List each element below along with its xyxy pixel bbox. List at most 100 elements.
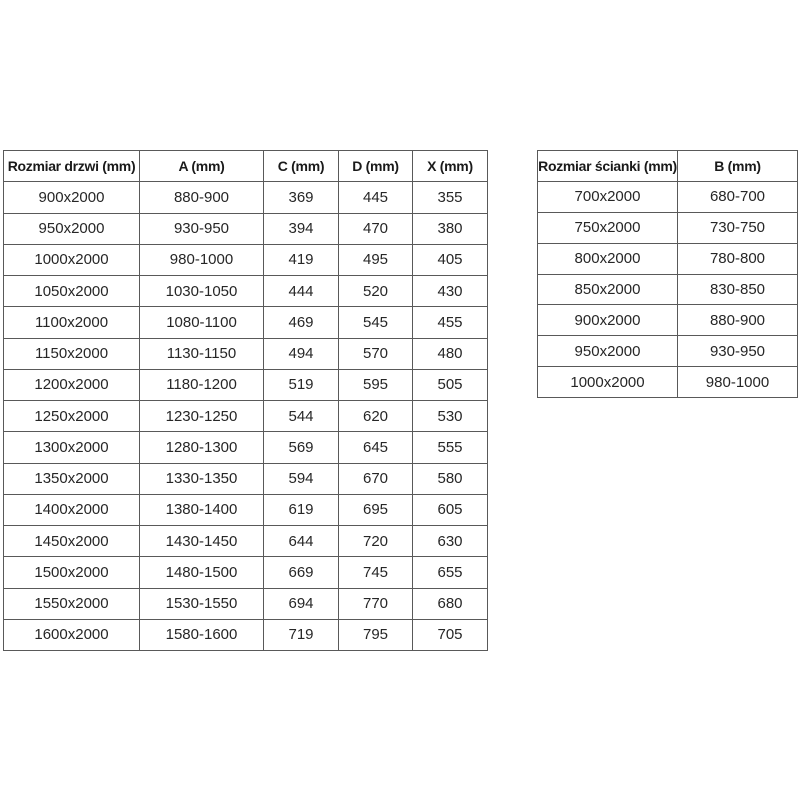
table-row: 800x2000 780-800 xyxy=(537,242,798,275)
table-row: 900x2000 880-900 xyxy=(537,304,798,337)
table-cell: 1400x2000 xyxy=(3,493,140,527)
column-header: Rozmiar ścianki (mm) xyxy=(537,150,678,182)
table-cell: 1580-1600 xyxy=(139,618,264,652)
table-cell: 1280-1300 xyxy=(139,431,264,464)
table-cell: 494 xyxy=(263,337,339,370)
table-row: 1150x2000 1130-1150 494 570 480 xyxy=(3,337,488,370)
table-cell: 695 xyxy=(338,493,413,527)
door-sizes-table-body: 900x2000 880-900 369 445 355 950x2000 930-950 3… xyxy=(3,181,488,652)
table-cell: 1600x2000 xyxy=(3,618,140,652)
table-cell: 570 xyxy=(338,337,413,370)
door-sizes-header-row: Rozmiar drzwi (mm) A (mm) C (mm) D (mm) X (m… xyxy=(3,149,488,183)
table-cell: 394 xyxy=(263,212,339,245)
table-cell: 544 xyxy=(263,399,339,433)
table-cell: 1030-1050 xyxy=(139,274,264,308)
table-cell: 880-900 xyxy=(677,304,798,337)
table-cell: 655 xyxy=(412,556,488,589)
table-row: 1450x2000 1430-1450 644 720 630 xyxy=(3,524,488,558)
table-cell: 620 xyxy=(338,399,413,433)
table-cell: 1450x2000 xyxy=(3,524,140,558)
table-row: 1200x2000 1180-1200 519 595 505 xyxy=(3,368,488,402)
column-header: D (mm) xyxy=(338,149,413,183)
table-cell: 900x2000 xyxy=(537,304,678,337)
table-cell: 720 xyxy=(338,524,413,558)
table-row: 950x2000 930-950 394 470 380 xyxy=(3,212,488,245)
table-cell: 1300x2000 xyxy=(3,431,140,464)
table-row: 1000x2000 980-1000 xyxy=(537,366,798,398)
table-cell: 694 xyxy=(263,587,339,620)
table-cell: 1550x2000 xyxy=(3,587,140,620)
table-cell: 605 xyxy=(412,493,488,527)
table-row: 1600x2000 1580-1600 719 795 705 xyxy=(3,618,488,652)
table-cell: 850x2000 xyxy=(537,273,678,306)
table-cell: 555 xyxy=(412,431,488,464)
table-cell: 680-700 xyxy=(677,180,798,213)
table-cell: 520 xyxy=(338,274,413,308)
table-cell: 1480-1500 xyxy=(139,556,264,589)
table-cell: 580 xyxy=(412,462,488,495)
table-cell: 830-850 xyxy=(677,273,798,306)
table-cell: 644 xyxy=(263,524,339,558)
table-cell: 1150x2000 xyxy=(3,337,140,370)
table-cell: 594 xyxy=(263,462,339,495)
table-cell: 445 xyxy=(338,181,413,214)
table-cell: 380 xyxy=(412,212,488,245)
table-cell: 750x2000 xyxy=(537,211,678,244)
table-cell: 770 xyxy=(338,587,413,620)
table-row: 1000x2000 980-1000 419 495 405 xyxy=(3,243,488,277)
table-row: 1250x2000 1230-1250 544 620 530 xyxy=(3,399,488,433)
table-cell: 700x2000 xyxy=(537,180,678,213)
table-row: 1050x2000 1030-1050 444 520 430 xyxy=(3,274,488,308)
door-sizes-table: Rozmiar drzwi (mm) A (mm) C (mm) D (mm) X (m… xyxy=(3,149,488,652)
table-cell: 669 xyxy=(263,556,339,589)
table-cell: 780-800 xyxy=(677,242,798,275)
table-cell: 1130-1150 xyxy=(139,337,264,370)
table-cell: 455 xyxy=(412,306,488,339)
table-row: 1500x2000 1480-1500 669 745 655 xyxy=(3,556,488,589)
table-row: 950x2000 930-950 xyxy=(537,335,798,368)
wall-sizes-table-body: 700x2000 680-700 750x2000 730-750 800x2000 78… xyxy=(537,180,798,398)
table-row: 850x2000 830-850 xyxy=(537,273,798,306)
table-cell: 619 xyxy=(263,493,339,527)
column-header: A (mm) xyxy=(139,149,264,183)
table-cell: 1380-1400 xyxy=(139,493,264,527)
table-cell: 930-950 xyxy=(677,335,798,368)
table-cell: 880-900 xyxy=(139,181,264,214)
table-row: 750x2000 730-750 xyxy=(537,211,798,244)
table-cell: 1000x2000 xyxy=(537,366,678,398)
table-cell: 745 xyxy=(338,556,413,589)
table-cell: 980-1000 xyxy=(677,366,798,398)
table-cell: 900x2000 xyxy=(3,181,140,214)
table-row: 1100x2000 1080-1100 469 545 455 xyxy=(3,306,488,339)
table-cell: 469 xyxy=(263,306,339,339)
table-cell: 1330-1350 xyxy=(139,462,264,495)
table-row: 700x2000 680-700 xyxy=(537,180,798,213)
table-cell: 1530-1550 xyxy=(139,587,264,620)
table-cell: 1200x2000 xyxy=(3,368,140,402)
column-header: C (mm) xyxy=(263,149,339,183)
table-cell: 800x2000 xyxy=(537,242,678,275)
table-cell: 430 xyxy=(412,274,488,308)
table-cell: 1180-1200 xyxy=(139,368,264,402)
table-cell: 1430-1450 xyxy=(139,524,264,558)
table-cell: 930-950 xyxy=(139,212,264,245)
table-cell: 705 xyxy=(412,618,488,652)
table-cell: 480 xyxy=(412,337,488,370)
table-cell: 680 xyxy=(412,587,488,620)
column-header: X (mm) xyxy=(412,149,488,183)
table-cell: 1230-1250 xyxy=(139,399,264,433)
table-row: 1300x2000 1280-1300 569 645 555 xyxy=(3,431,488,464)
table-cell: 505 xyxy=(412,368,488,402)
table-cell: 405 xyxy=(412,243,488,277)
table-cell: 795 xyxy=(338,618,413,652)
table-cell: 444 xyxy=(263,274,339,308)
table-cell: 1050x2000 xyxy=(3,274,140,308)
column-header: Rozmiar drzwi (mm) xyxy=(3,149,140,183)
table-cell: 630 xyxy=(412,524,488,558)
column-header: B (mm) xyxy=(677,150,798,182)
table-cell: 645 xyxy=(338,431,413,464)
table-cell: 369 xyxy=(263,181,339,214)
table-row: 1400x2000 1380-1400 619 695 605 xyxy=(3,493,488,527)
table-cell: 1080-1100 xyxy=(139,306,264,339)
